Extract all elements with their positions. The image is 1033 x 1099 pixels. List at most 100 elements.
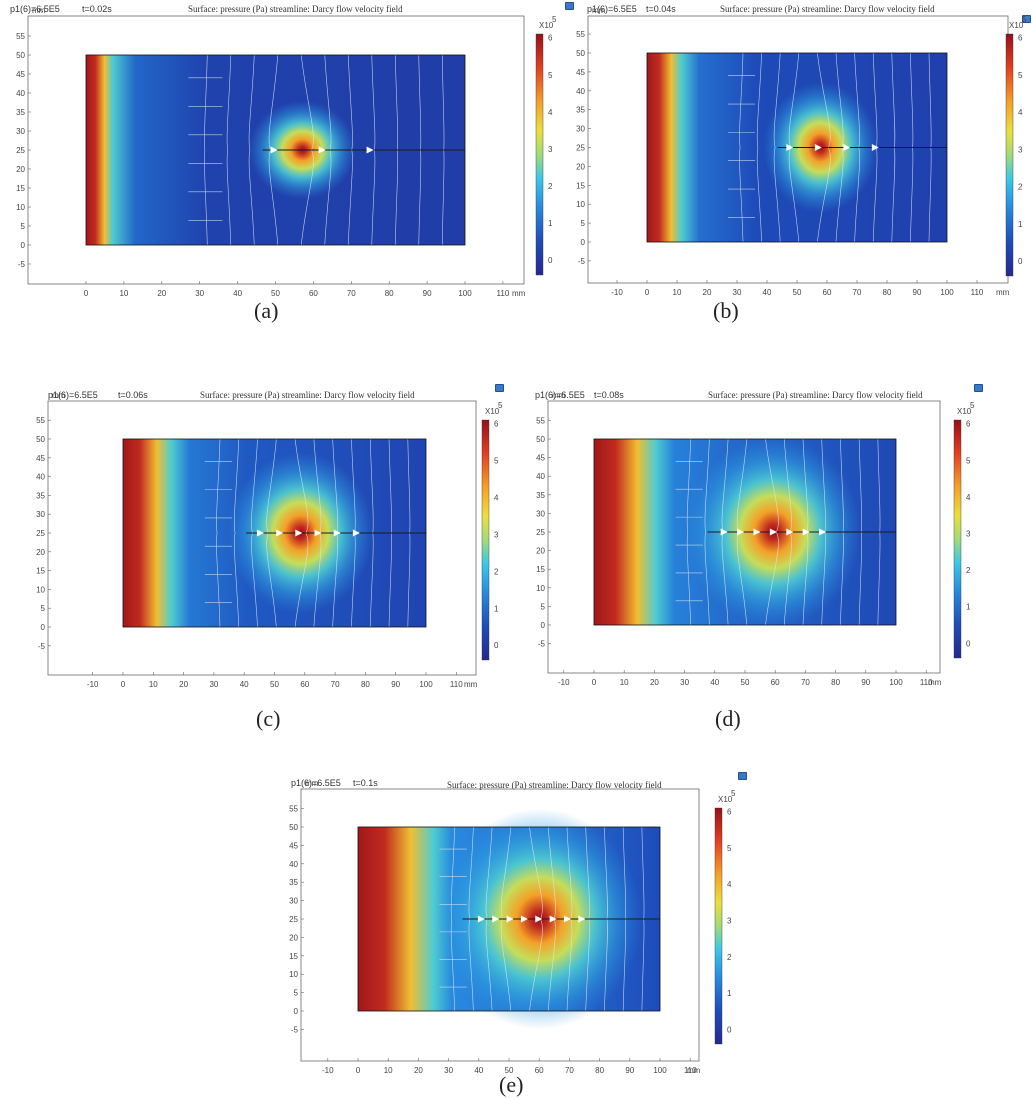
x-tick-label: 70 [853, 288, 862, 297]
plot-title: Surface: pressure (Pa) streamline: Darcy… [200, 390, 415, 400]
window-icon[interactable] [565, 2, 574, 10]
y-tick-label: 40 [576, 87, 585, 96]
y-tick-label: 5 [581, 219, 586, 228]
colorbar-tick-label: 6 [727, 808, 732, 817]
y-tick-label: 0 [41, 623, 46, 632]
y-tick-label: 30 [536, 509, 545, 518]
y-tick-label: 30 [36, 510, 45, 519]
colorbar-tick-label: 5 [1018, 71, 1023, 80]
domain-outline [357, 826, 661, 1012]
colorbar-tick-label: 3 [548, 145, 553, 154]
y-tick-label: 0 [581, 238, 586, 247]
x-tick-label: 70 [565, 1066, 574, 1075]
colorbar [535, 33, 544, 276]
plot-panel-a: p1(6)=6.5E5 t=0.02s Surface: pressure (P… [0, 0, 574, 340]
x-tick-label: 60 [300, 680, 309, 689]
y-tick-label: 40 [536, 472, 545, 481]
x-tick-label: 100 [889, 678, 903, 687]
y-tick-label: -5 [18, 260, 26, 269]
y-tick-label: 20 [16, 165, 25, 174]
x-tick-label: 50 [793, 288, 802, 297]
window-icon[interactable] [974, 384, 983, 392]
colorbar-exponent: X10 [718, 795, 733, 804]
window-icon[interactable] [738, 772, 747, 780]
y-tick-label: 40 [289, 860, 298, 869]
x-tick-label: 80 [883, 288, 892, 297]
x-tick-label: 30 [444, 1066, 453, 1075]
colorbar-tick-label: 3 [966, 530, 971, 539]
x-tick-label: 0 [645, 288, 650, 297]
pressure-label: p1(6)=6.5E5 [587, 4, 637, 14]
y-tick-label: 20 [289, 933, 298, 942]
x-tick-label: 100 [419, 680, 433, 689]
y-unit-label: mm [305, 779, 319, 788]
colorbar-power: 5 [552, 15, 557, 24]
x-tick-label: 110 [497, 289, 510, 298]
y-tick-label: 50 [289, 823, 298, 832]
streamline [234, 439, 240, 627]
flow-arrow [720, 528, 728, 536]
x-tick-label: 10 [119, 289, 128, 298]
x-tick-label: 60 [309, 289, 318, 298]
colorbar-exponent: X10 [957, 407, 972, 416]
y-tick-label: -5 [538, 640, 546, 649]
x-tick-label: 10 [673, 288, 682, 297]
x-tick-label: 90 [391, 680, 400, 689]
y-unit-label: mm [52, 391, 66, 400]
x-tick-label: 90 [861, 678, 870, 687]
y-tick-label: 40 [16, 89, 25, 98]
y-tick-label: 15 [536, 565, 545, 574]
x-unit-label: mm [996, 288, 1010, 297]
streamline [204, 55, 208, 245]
colorbar-exponent: X10 [1009, 21, 1024, 30]
y-tick-label: 55 [16, 32, 25, 41]
flow-arrow [769, 528, 777, 536]
colorbar-tick-label: 0 [966, 639, 971, 648]
x-tick-label: -10 [322, 1066, 334, 1075]
x-tick-label: 40 [763, 288, 772, 297]
domain-outline [593, 438, 897, 626]
colorbar-tick-label: 4 [1018, 108, 1023, 117]
colorbar-tick-label: 3 [727, 917, 732, 926]
flow-arrow [737, 528, 745, 536]
window-icon[interactable] [495, 384, 504, 392]
x-tick-label: 50 [505, 1066, 514, 1075]
x-unit-label: mm [928, 678, 942, 687]
streamline [704, 439, 710, 625]
y-tick-label: 25 [536, 528, 545, 537]
y-tick-label: -5 [38, 642, 46, 651]
y-tick-label: 50 [16, 51, 25, 60]
y-tick-label: 35 [289, 878, 298, 887]
x-tick-label: 40 [233, 289, 242, 298]
colorbar-exponent: X10 [485, 407, 500, 416]
streamline [450, 827, 455, 1011]
plot-title: Surface: pressure (Pa) streamline: Darcy… [720, 4, 935, 14]
y-tick-label: 35 [16, 108, 25, 117]
x-tick-label: 10 [384, 1066, 393, 1075]
flow-arrow [814, 144, 822, 151]
streamline [686, 439, 691, 625]
flow-arrow [314, 529, 322, 537]
flow-arrow [871, 144, 879, 151]
x-tick-label: 110 [920, 678, 933, 687]
x-tick-label: 20 [157, 289, 166, 298]
streamline [216, 439, 221, 627]
x-tick-label: 30 [733, 288, 742, 297]
flow-arrow [802, 528, 810, 536]
y-tick-label: 50 [536, 435, 545, 444]
figure-caption: (a) [254, 298, 279, 323]
y-tick-label: 5 [21, 222, 26, 231]
colorbar [953, 419, 962, 659]
colorbar-tick-label: 1 [1018, 220, 1023, 229]
figure-caption: (d) [715, 706, 741, 731]
flow-arrow [819, 528, 827, 536]
y-tick-label: 45 [576, 68, 585, 77]
y-tick-label: 35 [536, 491, 545, 500]
y-tick-label: 10 [289, 970, 298, 979]
figure-caption: (b) [713, 298, 739, 323]
window-icon[interactable] [1022, 15, 1031, 23]
x-tick-label: 0 [356, 1066, 361, 1075]
flow-arrow [318, 146, 326, 154]
